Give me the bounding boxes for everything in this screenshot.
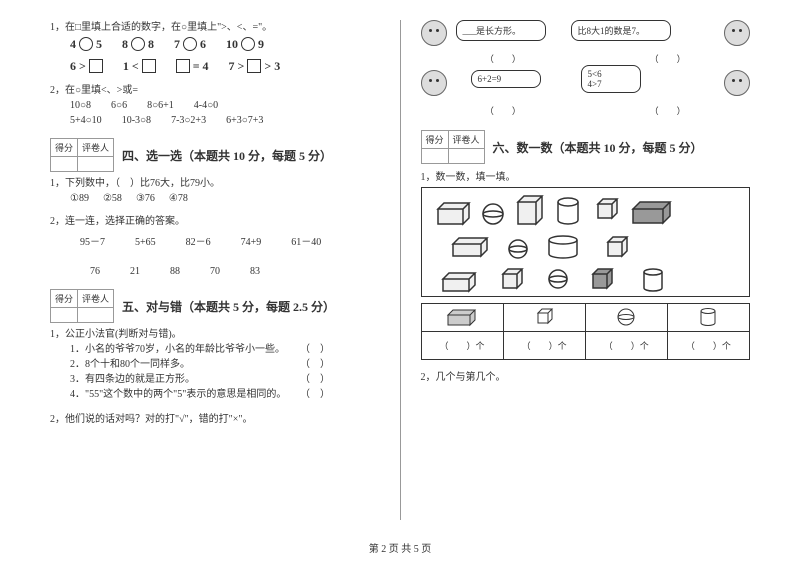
face-icon [724, 20, 750, 46]
face-icon [724, 70, 750, 96]
s4-q1: 1，下列数中，（ ）比76大，比79小。 ①89 ②58 ③76 ④78 [50, 176, 380, 206]
q2-row2: 5+4○10 10-3○8 7-3○2+3 6+3○7+3 [70, 113, 380, 128]
section5-title: 五、对与错（本题共 5 分，每题 2.5 分） [122, 298, 335, 315]
face-icon [421, 70, 447, 96]
s6-q1: 1，数一数，填一填。 [421, 168, 751, 183]
q1-row2: 6 > 1 < = 4 7 > > 3 [70, 57, 380, 75]
s4-q2-top: 95－7 5+65 82－6 74+9 61－40 [80, 235, 380, 250]
s5-q2: 2，他们说的话对吗？对的打"√"，错的打"×"。 [50, 410, 380, 425]
shapes-svg [428, 194, 728, 294]
bubble-3: 6+2=9 [471, 70, 541, 88]
section4-title: 四、选一选（本题共 10 分，每题 5 分） [122, 147, 332, 164]
s4-q2-bottom: 76 21 88 70 83 [90, 264, 380, 279]
count-table: （ ）个 （ ）个 （ ）个 （ ）个 [421, 303, 751, 360]
s5-q1: 1，公正小法官(判断对与错)。 1．小名的爷爷70岁，小名的年龄比爷爷小一些。（… [50, 327, 380, 402]
page-footer: 第 2 页 共 5 页 [0, 540, 800, 555]
shapes-area [421, 187, 751, 297]
bubble-2: 比8大1的数是7。 [571, 20, 671, 41]
q2-prompt: 2，在○里填<、>或= [50, 83, 380, 98]
q1: 1，在□里填上合适的数字，在○里填上">、<、="。 4 5 8 8 7 6 1… [50, 20, 380, 75]
q2: 2，在○里填<、>或= 10○8 6○6 8○6+1 4-4○0 5+4○10 … [50, 83, 380, 128]
bubble-1: ___是长方形。 [456, 20, 546, 41]
section5-header: 得分评卷人 五、对与错（本题共 5 分，每题 2.5 分） [50, 289, 380, 323]
bubble-4: 5<6 4>7 [581, 65, 641, 93]
s6-q2: 2，几个与第几个。 [421, 368, 751, 383]
s4-q2: 2，连一连，选择正确的答案。 95－7 5+65 82－6 74+9 61－40… [50, 214, 380, 279]
score-table: 得分评卷人 [421, 130, 485, 164]
score-table: 得分评卷人 [50, 289, 114, 323]
section4-header: 得分评卷人 四、选一选（本题共 10 分，每题 5 分） [50, 138, 380, 172]
q2-row1: 10○8 6○6 8○6+1 4-4○0 [70, 98, 380, 113]
speech-area: ___是长方形。 比8大1的数是7。 （ ）（ ） 6+2=9 5<6 4>7 … [421, 20, 751, 120]
q1-prompt: 1，在□里填上合适的数字，在○里填上">、<、="。 [50, 20, 380, 35]
face-icon [421, 20, 447, 46]
score-table: 得分评卷人 [50, 138, 114, 172]
right-column: ___是长方形。 比8大1的数是7。 （ ）（ ） 6+2=9 5<6 4>7 … [401, 20, 761, 520]
section6-title: 六、数一数（本题共 10 分，每题 5 分） [493, 139, 703, 156]
section6-header: 得分评卷人 六、数一数（本题共 10 分，每题 5 分） [421, 130, 751, 164]
q1-row1: 4 5 8 8 7 6 10 9 [70, 35, 380, 53]
left-column: 1，在□里填上合适的数字，在○里填上">、<、="。 4 5 8 8 7 6 1… [40, 20, 401, 520]
